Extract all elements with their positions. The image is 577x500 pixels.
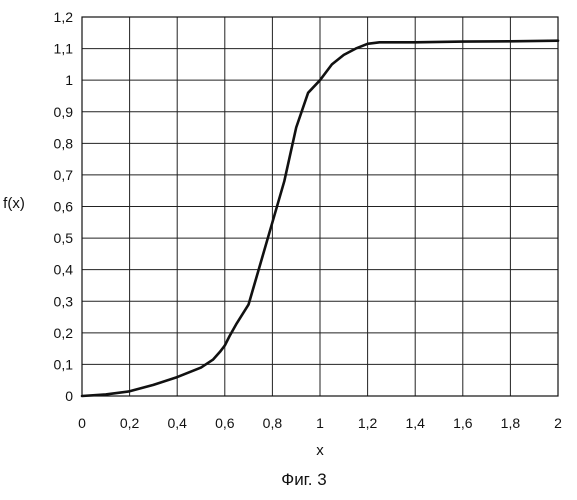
x-tick-label: 1,2 <box>358 415 378 431</box>
x-tick-label: 1,4 <box>405 415 425 431</box>
x-tick-label: 1,6 <box>453 415 473 431</box>
x-tick-labels: 0 0,2 0,4 0,6 0,8 1 1,2 1,4 1,6 1,8 2 <box>78 415 562 431</box>
y-tick-label: 0,8 <box>54 135 74 151</box>
y-tick-label: 1,2 <box>54 9 74 25</box>
x-tick-label: 0,6 <box>215 415 235 431</box>
y-tick-label: 0,5 <box>54 230 74 246</box>
y-tick-labels: 0 0,1 0,2 0,3 0,4 0,5 0,6 0,7 0,8 0,9 1 1,1 1,2 <box>54 9 74 404</box>
y-axis-label: f(x) <box>3 195 25 212</box>
y-tick-label: 0,2 <box>54 325 74 341</box>
figure-caption: Фиг. 3 <box>281 470 326 489</box>
x-axis-label: x <box>316 442 324 459</box>
y-tick-label: 1 <box>65 72 73 88</box>
x-tick-label: 1,8 <box>501 415 521 431</box>
y-tick-label: 0,7 <box>54 167 74 183</box>
y-tick-label: 0,1 <box>54 356 74 372</box>
x-tick-label: 2 <box>554 415 562 431</box>
gridlines <box>82 17 558 396</box>
y-tick-label: 0,3 <box>54 293 74 309</box>
x-tick-label: 0,4 <box>167 415 187 431</box>
x-tick-label: 1 <box>316 415 324 431</box>
x-tick-label: 0,8 <box>263 415 283 431</box>
x-tick-label: 0 <box>78 415 86 431</box>
y-tick-label: 1,1 <box>54 41 74 57</box>
x-tick-label: 0,2 <box>120 415 140 431</box>
y-tick-label: 0,9 <box>54 104 74 120</box>
y-tick-label: 0 <box>65 388 73 404</box>
y-tick-label: 0,4 <box>54 262 74 278</box>
y-tick-label: 0,6 <box>54 199 74 215</box>
